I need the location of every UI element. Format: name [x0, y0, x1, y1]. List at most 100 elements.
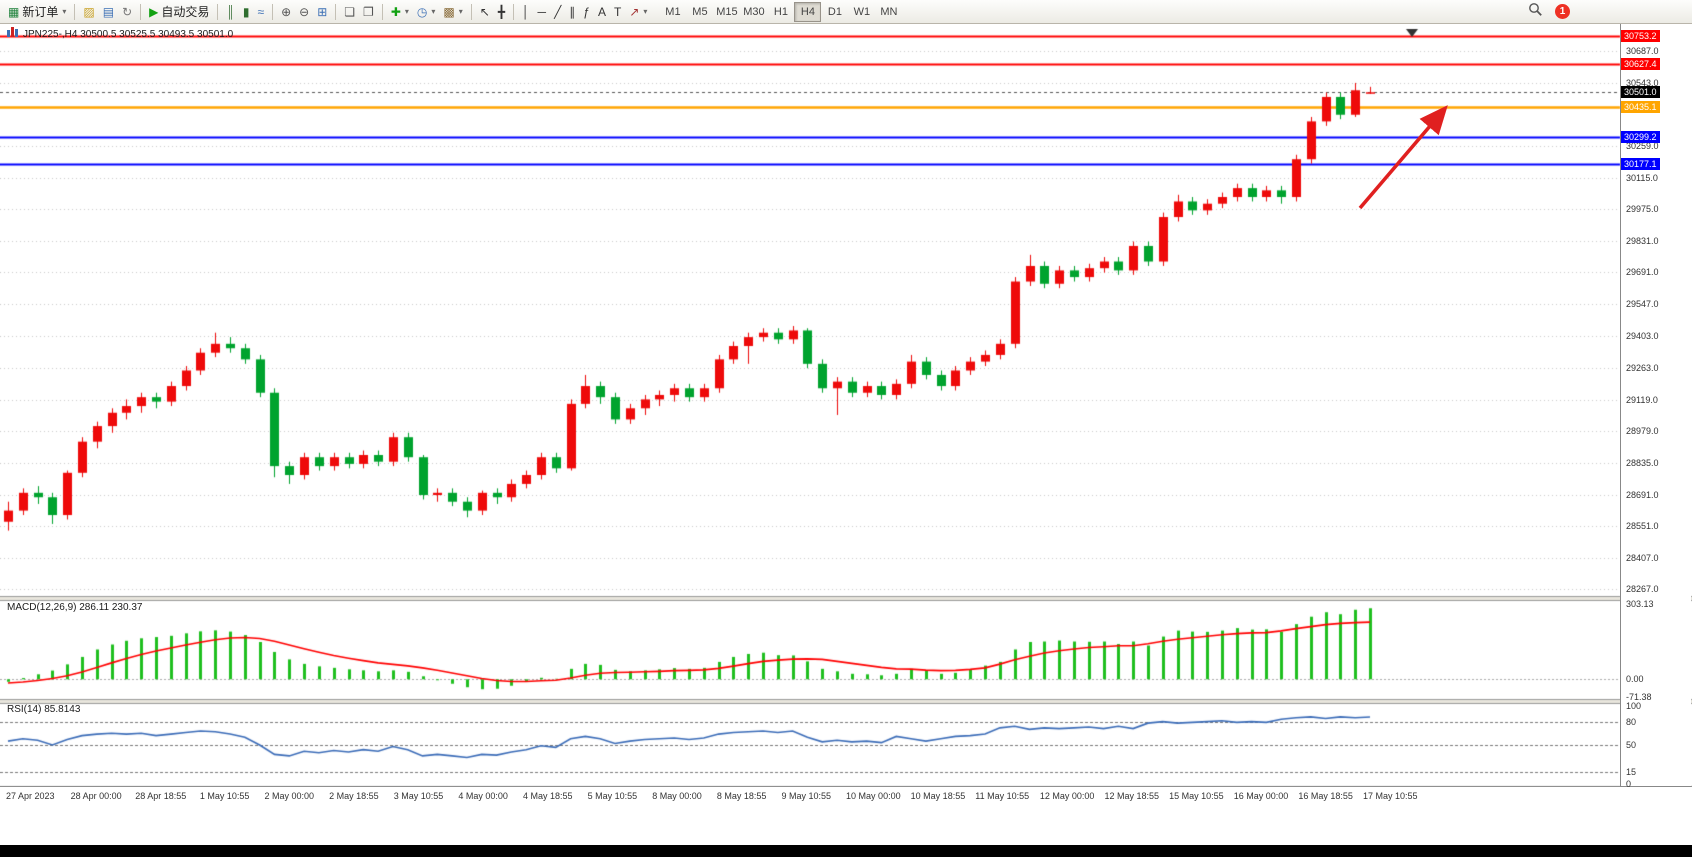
- toolbar-buttons: ▦ 新订单 ▾ ▨ ▤ ↻ ▶ 自动交易 ║ ▮ ≈ ⊕ ⊖ ⊞ ❏ ❐ ✚ ▾ ◷ ▾ ▩ ▾ ↖ ╋ │ ─ ╱ ∥ ƒ A T ↗ ▾: [4, 2, 651, 22]
- fibonacci-button[interactable]: ƒ: [579, 2, 594, 22]
- timeframe-d1-button[interactable]: D1: [821, 2, 848, 22]
- text-icon: A: [597, 4, 606, 19]
- timeframe-m30-button[interactable]: M30: [740, 2, 767, 22]
- price-tick-label: 28835.0: [1626, 457, 1659, 468]
- price-tick-label: 29403.0: [1626, 331, 1659, 342]
- time-axis-label: 16 May 00:00: [1233, 791, 1289, 801]
- toolbar-separator: [272, 3, 274, 20]
- vertical-line-button[interactable]: │: [518, 2, 534, 22]
- search-icon[interactable]: [1528, 2, 1543, 22]
- price-tick-label: 28979.0: [1626, 425, 1659, 436]
- timeframe-mn-button[interactable]: MN: [875, 2, 902, 22]
- price-tick-label: 28407.0: [1626, 552, 1659, 563]
- toolbar-separator: [217, 3, 219, 20]
- time-axis-label: 9 May 10:55: [781, 791, 831, 801]
- time-axis-label: 8 May 18:55: [716, 791, 767, 801]
- new-chart-button[interactable]: ▨: [79, 2, 98, 22]
- notification-badge[interactable]: 1: [1555, 4, 1570, 19]
- new-order-button[interactable]: ▦ 新订单 ▾: [4, 2, 70, 22]
- timeframe-w1-button[interactable]: W1: [848, 2, 875, 22]
- tile-windows-button[interactable]: ⊞: [313, 2, 331, 22]
- dropdown-arrow-icon: ▾: [458, 7, 463, 16]
- new-order-icon: ▦: [8, 4, 20, 19]
- timeframe-h1-button[interactable]: H1: [767, 2, 794, 22]
- bottom-bar: [0, 845, 1692, 857]
- dropdown-arrow-icon: ▾: [62, 7, 67, 16]
- bar-chart-icon: ║: [226, 4, 235, 19]
- periods-icon: ◷: [416, 4, 428, 19]
- label-button[interactable]: T: [610, 2, 625, 22]
- chart-title: JPN225-,H4 30500.5 30525.5 30493.5 30501…: [7, 27, 233, 41]
- time-axis-label: 12 May 00:00: [1039, 791, 1095, 801]
- time-axis[interactable]: 27 Apr 2023 28 Apr 00:00 28 Apr 18:55 1 May…: [0, 787, 1620, 808]
- candle-chart-button[interactable]: ▮: [239, 2, 254, 22]
- rsi-axis-label: 100: [1626, 701, 1642, 711]
- timeframe-m5-button[interactable]: M5: [686, 2, 713, 22]
- toolbar-right: 1: [1528, 2, 1570, 22]
- time-axis-label: 28 Apr 00:00: [70, 791, 122, 801]
- time-axis-label: 11 May 10:55: [975, 791, 1030, 801]
- templates-button[interactable]: ▩ ▾: [439, 2, 466, 22]
- toolbar-separator: [74, 3, 76, 20]
- toolbar: ▦ 新订单 ▾ ▨ ▤ ↻ ▶ 自动交易 ║ ▮ ≈ ⊕ ⊖ ⊞ ❏ ❐ ✚ ▾ ◷ ▾ ▩ ▾ ↖ ╋ │ ─ ╱ ∥ ƒ A T ↗ ▾ M…: [0, 0, 1692, 24]
- toolbar-separator: [513, 3, 515, 20]
- annotation-arrow[interactable]: [1340, 96, 1475, 221]
- time-axis-label: 17 May 10:55: [1363, 791, 1418, 801]
- indicators-button[interactable]: ✚ ▾: [387, 2, 413, 22]
- profiles-icon: ▤: [102, 4, 115, 19]
- time-axis-label: 27 Apr 2023: [6, 791, 55, 801]
- line-chart-icon: ≈: [257, 4, 265, 19]
- toolbar-separator: [140, 3, 142, 20]
- text-button[interactable]: A: [594, 2, 610, 22]
- price-tick-label: 29263.0: [1626, 362, 1659, 373]
- autotrading-icon: ▶: [149, 4, 159, 19]
- indicators-icon: ✚: [390, 4, 401, 19]
- price-tick-label: 30259.0: [1626, 141, 1659, 152]
- refresh-icon: ↻: [122, 4, 133, 19]
- zoom-in-button[interactable]: ⊕: [277, 2, 295, 22]
- arrows-icon: ↗: [629, 4, 640, 19]
- macd-axis-label: 303.13: [1626, 599, 1654, 609]
- templates-icon: ▩: [443, 4, 455, 19]
- channel-button[interactable]: ∥: [565, 2, 579, 22]
- profiles-button[interactable]: ▤: [99, 2, 118, 22]
- time-axis-label: 16 May 18:55: [1298, 791, 1353, 801]
- timeframe-m15-button[interactable]: M15: [713, 2, 740, 22]
- price-tick-label: 29119.0: [1626, 394, 1658, 405]
- trendline-button[interactable]: ╱: [550, 2, 565, 22]
- price-tick-label: 28691.0: [1626, 489, 1659, 500]
- macd-axis-label: -71.38: [1626, 692, 1652, 702]
- zoom-out-button[interactable]: ⊖: [295, 2, 313, 22]
- new-chart-icon: ▨: [83, 4, 95, 19]
- arrows-button[interactable]: ↗ ▾: [625, 2, 651, 22]
- crosshair-button[interactable]: ╋: [494, 2, 509, 22]
- time-axis-label: 4 May 18:55: [522, 791, 573, 801]
- horizontal-line-button[interactable]: ─: [534, 2, 551, 22]
- horizontal-line-icon: ─: [537, 4, 547, 19]
- hline-price-tag: 30177.1: [1621, 158, 1660, 171]
- rsi-axis-label: 15: [1626, 767, 1637, 778]
- chart-shift-icon: ❐: [363, 4, 374, 19]
- dropdown-arrow-icon: ▾: [431, 7, 436, 16]
- toolbar-separator: [381, 3, 383, 20]
- chart-shift-button[interactable]: ❐: [359, 2, 378, 22]
- cursor-button[interactable]: ↖: [476, 2, 494, 22]
- refresh-button[interactable]: ↻: [118, 2, 136, 22]
- time-axis-label: 2 May 18:55: [329, 791, 379, 801]
- bar-chart-button[interactable]: ║: [222, 2, 239, 22]
- timeframe-m1-button[interactable]: M1: [659, 2, 686, 22]
- periods-button[interactable]: ◷ ▾: [413, 2, 440, 22]
- price-scale[interactable]: 30687.0 30543.0 30259.0 30115.0 29975.0 29831…: [1620, 24, 1691, 789]
- dropdown-arrow-icon: ▾: [404, 7, 409, 16]
- timeframe-h4-button[interactable]: H4: [794, 1, 822, 22]
- arrange-windows-button[interactable]: ❏: [340, 2, 359, 22]
- toolbar-separator: [470, 3, 472, 20]
- line-chart-button[interactable]: ≈: [254, 2, 269, 22]
- timeframe-toolbar: M1 M5 M15 M30 H1 H4 D1 W1 MN: [659, 1, 902, 22]
- rsi-axis-label: 0: [1626, 779, 1632, 789]
- rsi-axis-label: 50: [1626, 740, 1637, 750]
- autotrading-button[interactable]: ▶ 自动交易: [145, 2, 213, 22]
- time-axis-label: 10 May 00:00: [846, 791, 901, 801]
- price-tick-label: 29831.0: [1626, 236, 1659, 247]
